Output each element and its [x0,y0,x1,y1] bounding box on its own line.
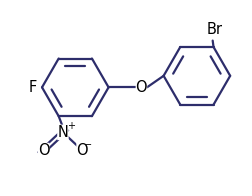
Text: O: O [76,143,88,158]
Text: −: − [84,140,92,150]
Text: +: + [66,121,74,131]
Text: O: O [38,143,49,158]
Text: Br: Br [206,22,222,37]
Text: F: F [28,80,37,95]
Text: O: O [135,80,147,95]
Text: N: N [57,125,68,140]
